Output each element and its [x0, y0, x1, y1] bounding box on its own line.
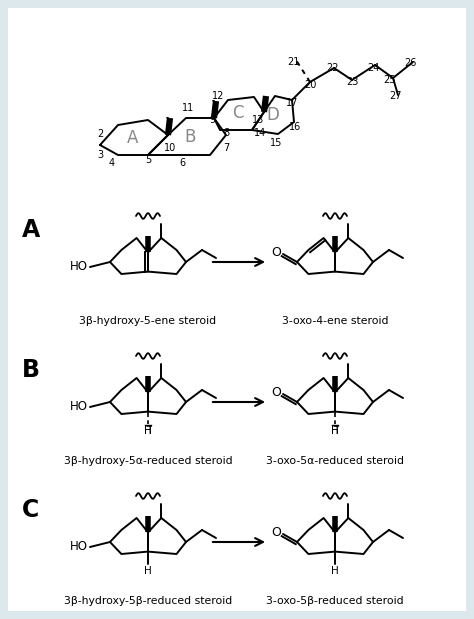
Text: C: C — [232, 104, 244, 122]
Text: 12: 12 — [212, 91, 224, 101]
Text: H: H — [144, 426, 152, 436]
Text: B: B — [22, 358, 40, 382]
Text: 5: 5 — [145, 155, 151, 165]
Text: H: H — [331, 566, 339, 576]
Text: H̅: H̅ — [144, 426, 152, 436]
Text: 6: 6 — [179, 158, 185, 168]
Text: 10: 10 — [164, 143, 176, 153]
Text: O: O — [271, 386, 281, 399]
Text: C: C — [22, 498, 39, 522]
Text: 3: 3 — [97, 150, 103, 160]
Text: 17: 17 — [286, 98, 298, 108]
Text: B: B — [184, 128, 196, 146]
Text: 14: 14 — [254, 128, 266, 138]
Text: 3β-hydroxy-5-ene steroid: 3β-hydroxy-5-ene steroid — [80, 316, 217, 326]
Text: 26: 26 — [404, 58, 416, 68]
Text: D: D — [266, 106, 280, 124]
Text: O: O — [271, 246, 281, 259]
Text: HO: HO — [70, 400, 88, 413]
Text: 23: 23 — [346, 77, 358, 87]
Text: 3β-hydroxy-5α-reduced steroid: 3β-hydroxy-5α-reduced steroid — [64, 456, 232, 466]
Text: 2: 2 — [97, 129, 103, 139]
Text: 25: 25 — [384, 75, 396, 85]
Text: 8: 8 — [223, 128, 229, 138]
Text: 22: 22 — [327, 63, 339, 73]
Text: 20: 20 — [304, 80, 316, 90]
Text: H̅: H̅ — [331, 426, 339, 436]
Text: 7: 7 — [223, 143, 229, 153]
Text: A: A — [22, 218, 40, 242]
Text: H: H — [331, 426, 339, 436]
Text: 9: 9 — [209, 115, 215, 125]
Text: 4: 4 — [109, 158, 115, 168]
Text: 3-oxo-5α-reduced steroid: 3-oxo-5α-reduced steroid — [266, 456, 404, 466]
Text: 13: 13 — [252, 115, 264, 125]
Text: A: A — [128, 129, 139, 147]
Text: 16: 16 — [289, 122, 301, 132]
Text: 1: 1 — [165, 117, 171, 127]
Text: 27: 27 — [390, 91, 402, 101]
Text: HO: HO — [70, 261, 88, 274]
Text: H: H — [144, 566, 152, 576]
Text: 3β-hydroxy-5β-reduced steroid: 3β-hydroxy-5β-reduced steroid — [64, 596, 232, 606]
Text: 24: 24 — [367, 63, 379, 73]
Text: 11: 11 — [182, 103, 194, 113]
Text: 3-oxo-5β-reduced steroid: 3-oxo-5β-reduced steroid — [266, 596, 404, 606]
Text: 15: 15 — [270, 138, 282, 148]
Text: 1: 1 — [211, 100, 217, 110]
Text: 21: 21 — [287, 57, 299, 67]
Text: HO: HO — [70, 540, 88, 553]
Text: 3-oxo-4-ene steroid: 3-oxo-4-ene steroid — [282, 316, 388, 326]
Text: O: O — [271, 527, 281, 540]
